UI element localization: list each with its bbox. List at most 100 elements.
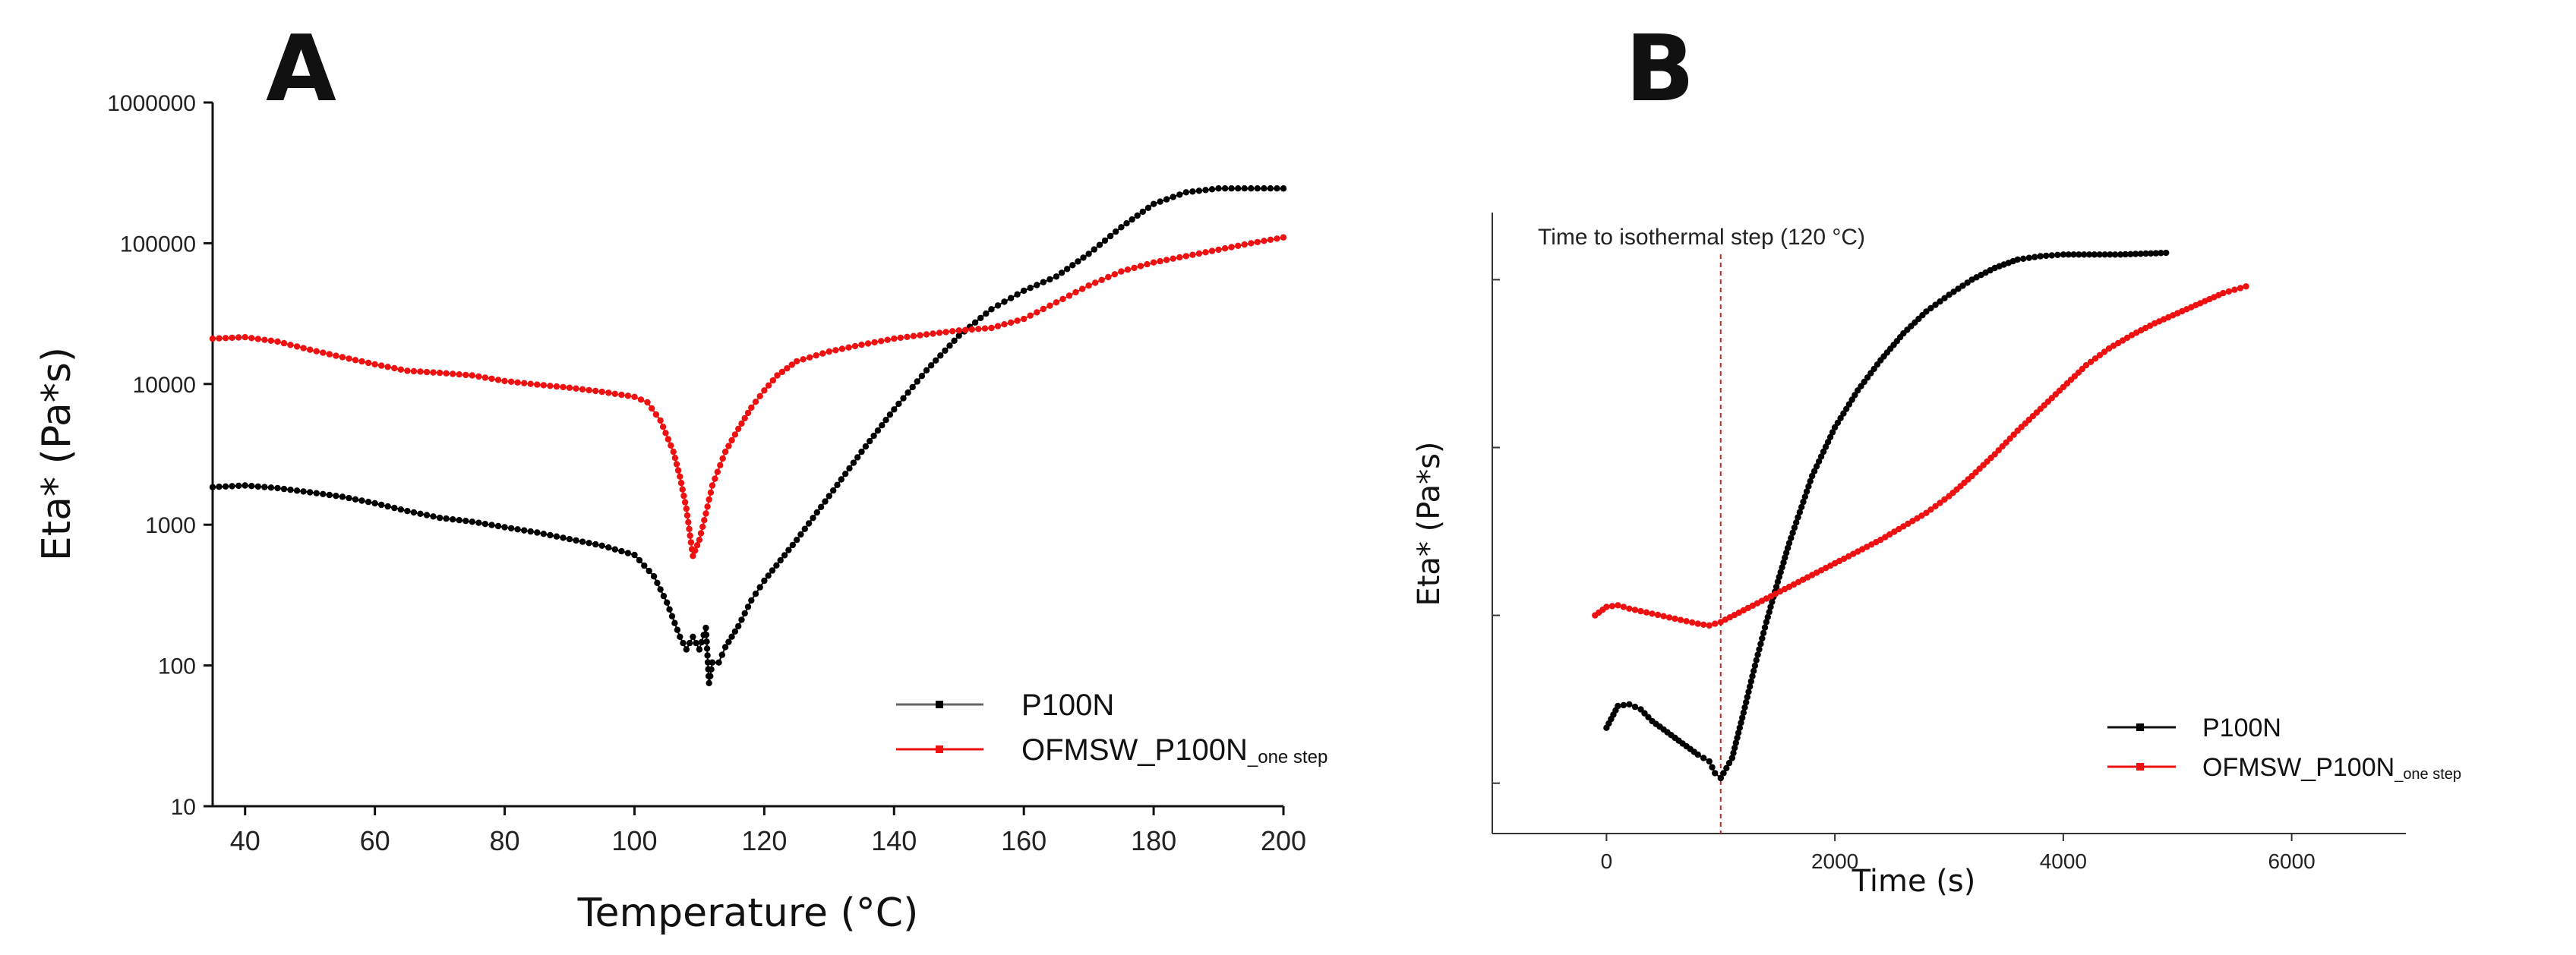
data-point: [1267, 236, 1274, 243]
data-point: [261, 336, 268, 343]
data-point: [1927, 506, 1934, 513]
data-point: [677, 633, 683, 640]
panel-a-legend: P100N OFMSW_P100N_one step: [896, 689, 1327, 767]
data-point: [501, 524, 508, 531]
data-point: [443, 370, 450, 377]
data-point: [891, 406, 898, 413]
x-tick-label: 200: [1261, 825, 1306, 856]
data-point: [1157, 198, 1163, 205]
data-point: [267, 337, 275, 344]
data-point: [914, 378, 921, 385]
data-point: [410, 367, 418, 375]
data-point: [735, 425, 742, 433]
data-point: [1991, 451, 1998, 458]
data-point: [942, 347, 949, 354]
data-point: [384, 503, 391, 510]
panel-a-legend-item-ofmsw: OFMSW_P100N_one step: [896, 733, 1327, 767]
data-point: [1744, 694, 1750, 701]
data-point: [1059, 295, 1066, 303]
data-point: [686, 639, 693, 647]
data-point: [1766, 609, 1773, 616]
data-point: [326, 351, 333, 358]
data-point: [1793, 519, 1800, 526]
data-point: [702, 632, 710, 638]
data-point: [704, 652, 711, 659]
data-point: [410, 509, 418, 516]
y-tick-label: 10000: [133, 373, 196, 398]
data-point: [1740, 709, 1747, 716]
data-point: [793, 358, 800, 365]
data-point: [918, 373, 926, 380]
data-point: [1101, 237, 1109, 244]
data-point: [1852, 392, 1858, 399]
data-point: [242, 334, 248, 341]
data-point: [1927, 304, 1934, 312]
data-point: [540, 531, 547, 537]
data-point: [365, 499, 372, 506]
data-point: [1843, 405, 1850, 412]
data-point: [968, 326, 976, 333]
data-point: [1046, 276, 1053, 283]
data-point: [1798, 503, 1805, 511]
data-point: [371, 500, 378, 507]
data-point: [1637, 706, 1644, 713]
data-point: [507, 525, 515, 532]
data-point: [592, 541, 599, 548]
data-point: [781, 552, 788, 559]
data-point: [1046, 302, 1053, 309]
data-point: [744, 604, 752, 610]
data-point: [657, 586, 664, 593]
data-point: [462, 518, 469, 525]
data-point: [1274, 185, 1280, 192]
data-point: [657, 417, 664, 424]
panel-a-series-ofmsw: [209, 234, 1287, 559]
data-point: [631, 393, 638, 400]
data-point: [618, 391, 625, 399]
data-point: [579, 386, 586, 393]
data-point: [566, 384, 573, 391]
data-point: [895, 400, 902, 408]
data-point: [488, 375, 495, 383]
data-point: [579, 538, 586, 545]
data-point: [909, 383, 916, 391]
panel-b-y-ticks: [1492, 279, 1500, 784]
panel-a: A 40 60 80 100 120 140 160 180 200 10 100 1000 1000…: [34, 17, 1327, 936]
data-point: [2243, 283, 2249, 290]
data-point: [674, 467, 682, 474]
data-point: [826, 493, 833, 500]
panel-a-x-axis-title: Temperature (°C): [577, 890, 919, 936]
data-point: [1150, 259, 1157, 266]
data-point: [346, 494, 352, 502]
data-point: [1660, 613, 1667, 619]
data-point: [1007, 319, 1015, 326]
data-point: [287, 487, 294, 493]
x-tick-label: 0: [1601, 849, 1613, 873]
x-tick-label: 160: [1001, 825, 1046, 856]
x-tick-label: 100: [611, 825, 657, 856]
data-point: [2225, 288, 2233, 295]
data-point: [1763, 619, 1770, 626]
data-point: [586, 540, 592, 547]
data-point: [2054, 251, 2061, 258]
data-point: [761, 577, 768, 585]
data-point: [870, 432, 877, 440]
data-point: [2110, 342, 2117, 349]
data-point: [605, 544, 612, 551]
data-point: [274, 338, 281, 345]
data-point: [1829, 429, 1836, 436]
data-point: [566, 536, 573, 543]
data-point: [1134, 212, 1141, 219]
data-point: [540, 382, 547, 389]
data-point: [1717, 774, 1724, 782]
data-point: [481, 374, 489, 381]
legend-marker: [936, 745, 943, 753]
data-point: [681, 499, 689, 506]
data-point: [983, 310, 990, 317]
data-point: [942, 329, 949, 336]
data-point: [1280, 234, 1287, 241]
data-point: [1937, 500, 1943, 506]
data-point: [339, 354, 346, 361]
data-point: [927, 362, 935, 369]
data-point: [1923, 308, 1930, 315]
data-point: [1649, 610, 1656, 617]
